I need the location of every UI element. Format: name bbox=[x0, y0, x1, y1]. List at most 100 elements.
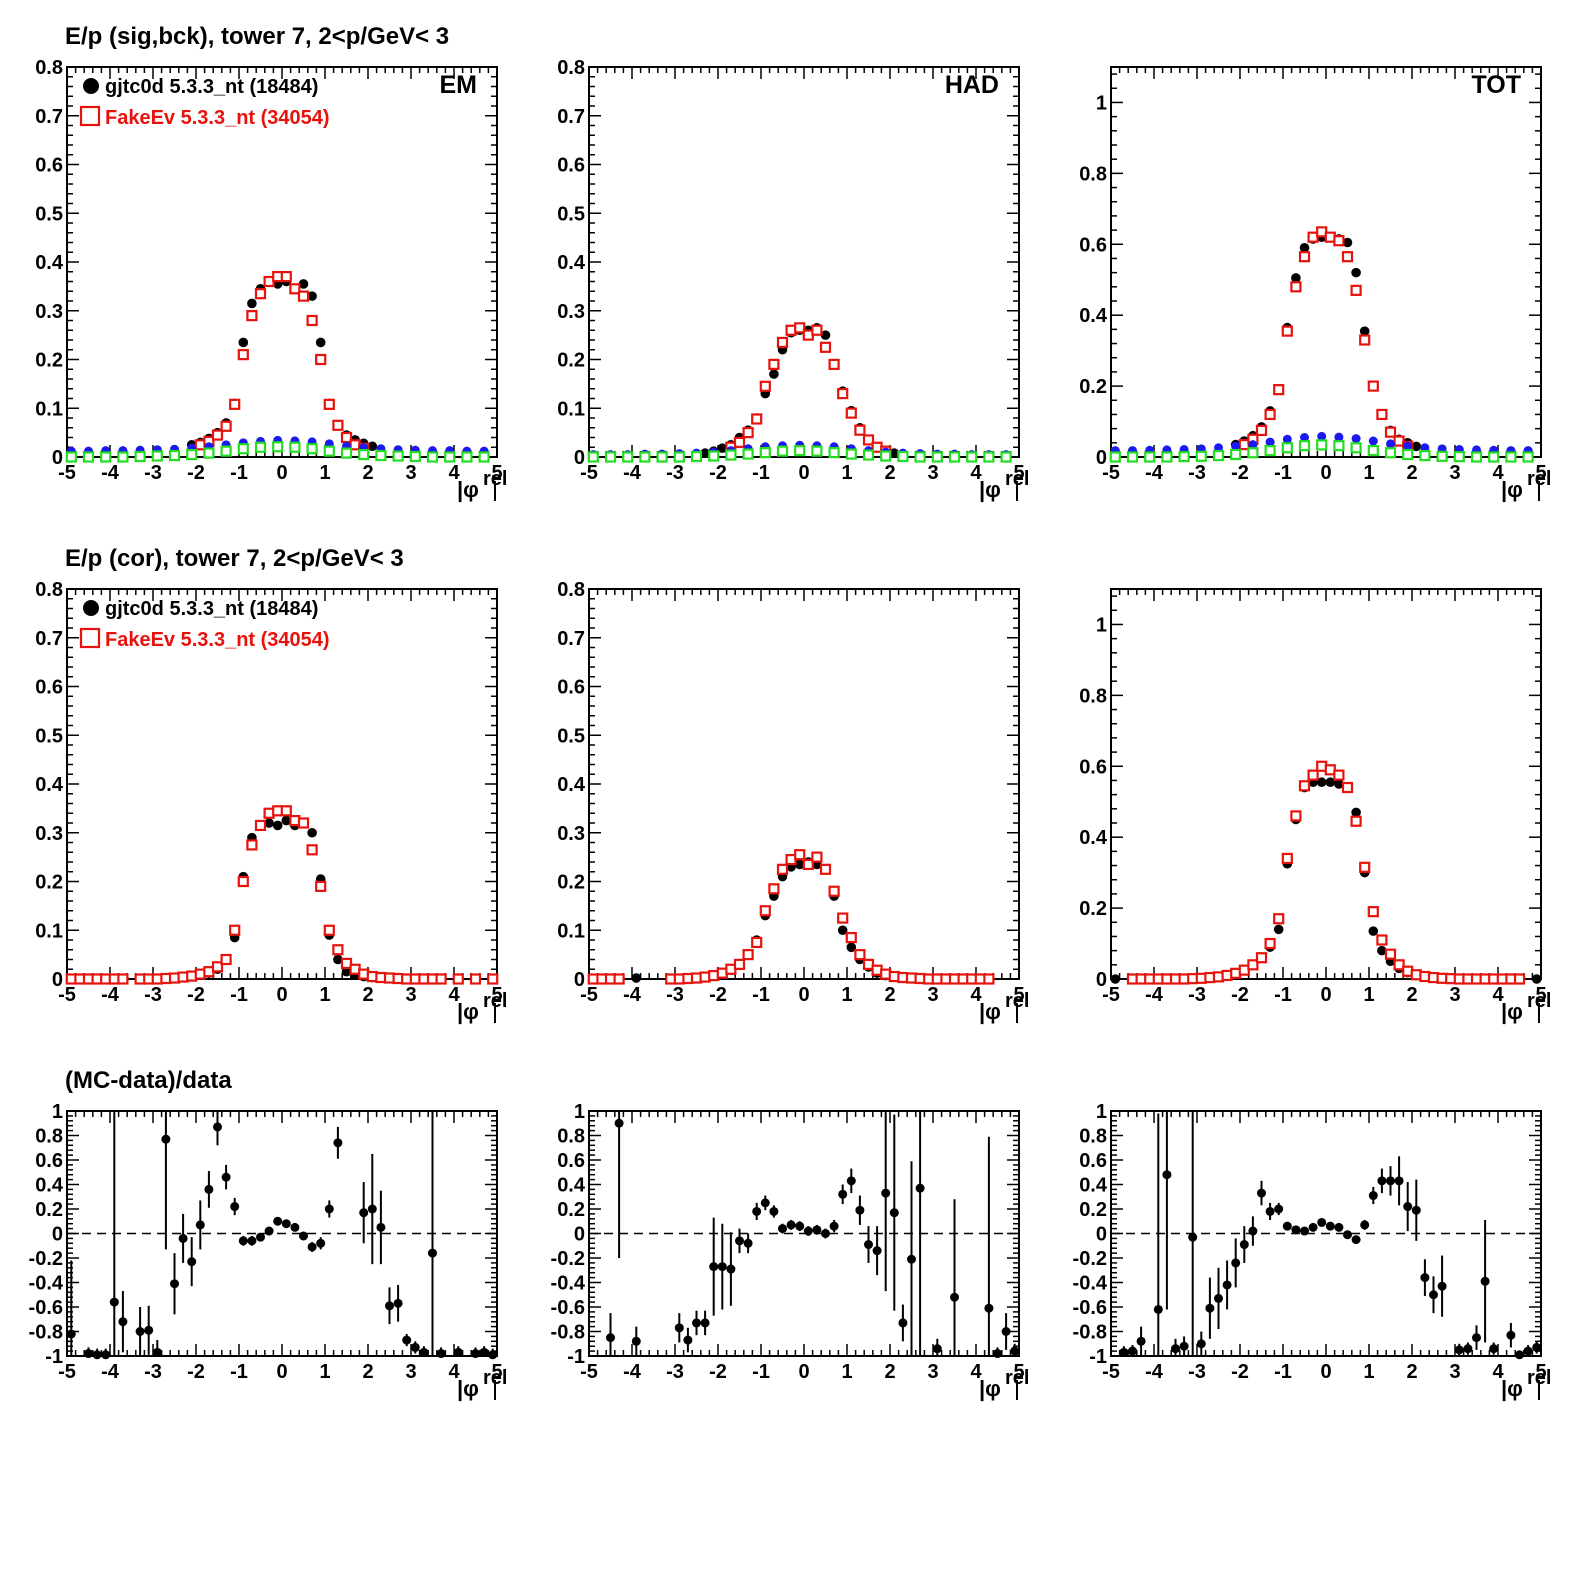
x-tick-label: 4 bbox=[448, 984, 460, 1006]
x-tick-label: -4 bbox=[101, 984, 120, 1006]
mc-point bbox=[802, 858, 814, 871]
bkg-mc-point bbox=[151, 450, 163, 462]
x-tick-label: 5 bbox=[1013, 462, 1024, 484]
ratio-point bbox=[1179, 1341, 1189, 1351]
y-tick-label: -0.4 bbox=[29, 1273, 64, 1295]
bkg-mc-point bbox=[1350, 442, 1362, 454]
ratio-point bbox=[1377, 1176, 1387, 1186]
x-tick-label: -2 bbox=[1231, 984, 1249, 1006]
x-tick-label: 2 bbox=[1406, 462, 1417, 484]
bkg-mc-point bbox=[306, 443, 318, 455]
mc-point bbox=[742, 427, 754, 439]
ratio-point bbox=[821, 1229, 830, 1238]
ratio-point bbox=[993, 1349, 1002, 1359]
ratio-point bbox=[1282, 1221, 1292, 1231]
ratio-point bbox=[393, 1298, 403, 1308]
data-point bbox=[247, 298, 257, 309]
mc-point bbox=[1513, 973, 1526, 985]
ratio-point bbox=[1214, 1293, 1223, 1303]
data-point bbox=[264, 818, 274, 828]
x-tick-label: 0 bbox=[1320, 462, 1331, 484]
panel-ratio-em: -5 -4 -3 -2 -1 0 1 2 3 4 5-1-0.8-0.6-0.4-0.200.20.… bbox=[29, 1101, 508, 1401]
bkg-data-point bbox=[1248, 440, 1258, 450]
bkg-data-point bbox=[1351, 434, 1361, 444]
mc-point bbox=[1359, 861, 1371, 873]
series-bkg_mc bbox=[1109, 439, 1534, 463]
y-tick-label: 0.4 bbox=[1079, 1175, 1108, 1197]
bkg-mc-point bbox=[983, 451, 995, 463]
ratio-point bbox=[700, 1318, 710, 1328]
mc-point bbox=[1264, 937, 1276, 950]
bkg-mc-point bbox=[708, 450, 720, 462]
bkg-mc-point bbox=[478, 451, 490, 463]
x-axis-label: |φ bbox=[1501, 1376, 1523, 1401]
y-tick-label: 0.6 bbox=[1079, 234, 1107, 256]
ratio-point bbox=[109, 1297, 119, 1307]
bkg-data-point bbox=[1403, 441, 1413, 451]
data-point bbox=[1377, 945, 1387, 956]
mc-point bbox=[768, 358, 780, 370]
y-tick-label: -1 bbox=[45, 1346, 63, 1368]
mc-point bbox=[1273, 384, 1285, 396]
bkg-data-point bbox=[1231, 441, 1241, 451]
data-point bbox=[333, 954, 343, 965]
series-data bbox=[700, 323, 908, 460]
mc-point bbox=[229, 924, 241, 936]
data-point bbox=[238, 337, 249, 348]
y-tick-label: 0.7 bbox=[35, 628, 63, 650]
y-tick-label: 0.8 bbox=[35, 57, 63, 79]
x-tick-label: -3 bbox=[144, 1361, 162, 1383]
ratio-point bbox=[453, 1347, 463, 1357]
ratio-point bbox=[631, 1336, 641, 1346]
series-mc bbox=[194, 271, 370, 454]
corner-label-1: HAD bbox=[945, 71, 999, 99]
ratio-point bbox=[743, 1238, 753, 1248]
series-data bbox=[1230, 232, 1422, 452]
bkg-mc-point bbox=[1522, 451, 1534, 463]
y-tick-label: 0.4 bbox=[35, 1175, 64, 1197]
mc-point bbox=[1255, 952, 1268, 964]
ratio-point bbox=[1394, 1176, 1404, 1186]
x-tick-label: -1 bbox=[1274, 984, 1292, 1006]
mc-point bbox=[862, 434, 875, 446]
plot-frame bbox=[588, 66, 1020, 458]
ratio-point bbox=[1523, 1346, 1533, 1356]
ratio-point bbox=[692, 1318, 701, 1328]
x-tick-label: 2 bbox=[884, 1361, 895, 1383]
x-tick-label: 0 bbox=[798, 462, 809, 484]
bkg-mc-point bbox=[725, 449, 737, 461]
x-tick-label: 3 bbox=[927, 462, 938, 484]
x-tick-label: 0 bbox=[798, 1361, 809, 1383]
data-point bbox=[1531, 974, 1542, 984]
mc-point bbox=[452, 973, 464, 985]
bkg-mc-point bbox=[340, 447, 353, 459]
series-data bbox=[66, 815, 498, 984]
ratio-point bbox=[101, 1350, 111, 1360]
x-tick-label: 2 bbox=[362, 984, 373, 1006]
y-tick-label: 0.2 bbox=[35, 350, 63, 372]
series-mc bbox=[1238, 226, 1414, 452]
ratio-point bbox=[367, 1204, 377, 1214]
mc-point bbox=[254, 288, 267, 300]
bkg-mc-point bbox=[914, 451, 926, 463]
data-point bbox=[281, 815, 292, 826]
y-tick-label: -0.8 bbox=[29, 1322, 63, 1344]
x-tick-label: -1 bbox=[230, 984, 248, 1006]
x-tick-label: 3 bbox=[405, 984, 416, 1006]
x-tick-label: 1 bbox=[319, 462, 330, 484]
y-tick-label: 0 bbox=[52, 1224, 63, 1246]
x-tick-label: -5 bbox=[58, 1361, 76, 1383]
x-axis-label: |φ bbox=[457, 1376, 479, 1401]
x-tick-label: -1 bbox=[752, 1361, 770, 1383]
series-data bbox=[1110, 777, 1542, 984]
bkg-mc-point bbox=[358, 448, 370, 461]
mc-point bbox=[759, 380, 771, 392]
ratio-point bbox=[307, 1242, 317, 1252]
mc-point bbox=[246, 310, 258, 322]
data-point bbox=[846, 942, 857, 953]
ratio-point bbox=[1403, 1202, 1413, 1212]
x-tick-label: -3 bbox=[1188, 984, 1206, 1006]
y-tick-label: -0.2 bbox=[29, 1248, 63, 1270]
x-axis-label-sup: rel bbox=[1527, 990, 1551, 1012]
ratio-point bbox=[1386, 1176, 1395, 1186]
